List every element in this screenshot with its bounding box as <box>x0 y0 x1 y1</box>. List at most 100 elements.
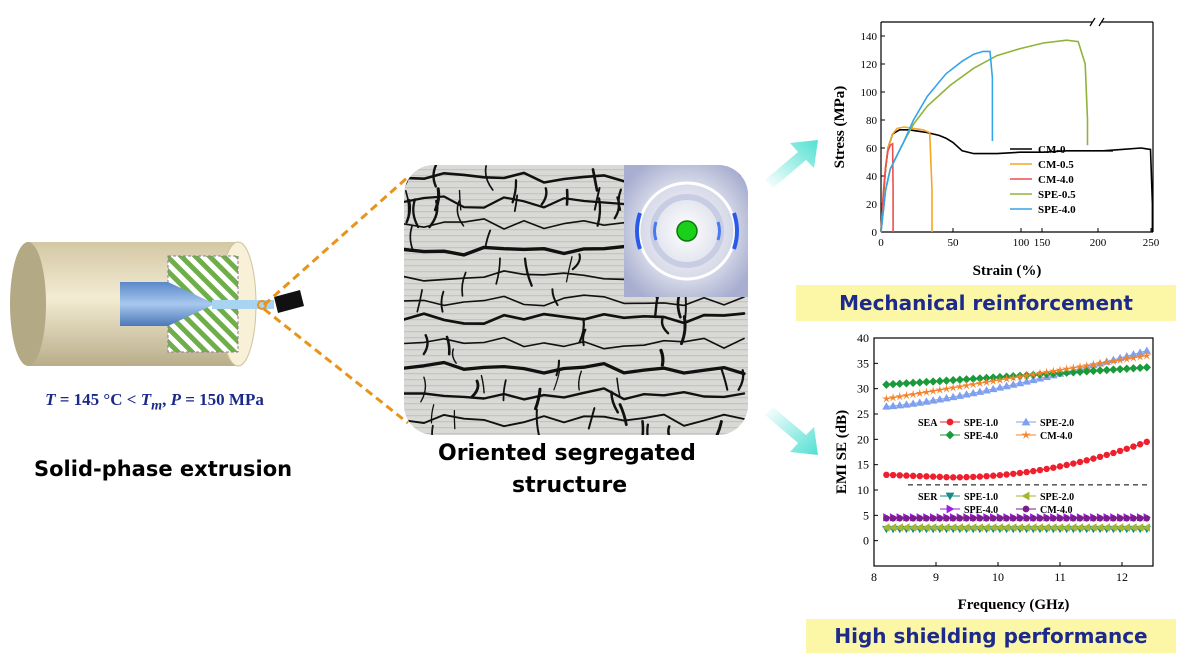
legend-label: CM-0.5 <box>1038 159 1074 171</box>
data-point-circle <box>1143 515 1150 522</box>
y-tick-label: 20 <box>857 432 869 446</box>
x-tick-label: 250 <box>1143 237 1160 249</box>
y-tick-label: 60 <box>866 143 878 155</box>
y-tick-label: 20 <box>866 199 878 211</box>
series-line <box>886 366 1147 386</box>
data-point-triangle-up <box>975 387 985 395</box>
x-tick-label: 50 <box>948 237 960 249</box>
data-point-triangle-up <box>1022 377 1031 385</box>
y-tick-label: 25 <box>857 407 869 421</box>
series-line-spe-4-0 <box>880 50 994 233</box>
data-point-triangle-down <box>945 492 955 501</box>
legend-label: SPE-2.0 <box>1040 492 1074 503</box>
y-tick-label: 40 <box>857 331 869 345</box>
legend-label: SPE-1.0 <box>964 418 998 429</box>
x-axis-title: Strain (%) <box>973 263 1042 279</box>
x-tick-label: 11 <box>1054 570 1066 584</box>
extrusion-caption: Solid-phase extrusion <box>34 457 293 481</box>
process-conditions: T = 145 °C < Tm, P = 150 MPa <box>12 390 297 414</box>
series-line-cm-4-0 <box>880 142 894 233</box>
x-tick-label: 200 <box>1090 237 1107 249</box>
series-line <box>886 441 1147 478</box>
micrograph-image <box>404 165 748 435</box>
x-axis-title: Frequency (GHz) <box>958 597 1070 613</box>
legend-group-label: SER <box>918 492 938 503</box>
pressure-value: = 150 MPa <box>181 390 264 409</box>
legend-label: SPE-4.0 <box>964 431 998 442</box>
series-line-cm-0 <box>880 129 1154 233</box>
legend-label: SPE-0.5 <box>1038 189 1076 201</box>
data-point-circle <box>883 515 890 522</box>
legend-label: CM-4.0 <box>1040 505 1073 516</box>
series-sea-spe-2-0 <box>882 346 1151 410</box>
legend-group-label: SEA <box>918 418 938 429</box>
y-tick-label: 0 <box>863 534 869 548</box>
legend-label: CM-4.0 <box>1038 174 1074 186</box>
y-tick-label: 0 <box>872 227 878 239</box>
y-tick-label: 120 <box>861 59 878 71</box>
temperature-value: = 145 °C < <box>55 390 141 409</box>
series-line <box>886 350 1147 407</box>
extrusion-die-illustration <box>10 241 304 367</box>
axis-break-mark <box>1089 17 1105 27</box>
data-point-triangle-up <box>995 383 1005 391</box>
legend-label: SPE-4.0 <box>964 505 998 516</box>
emi-se-chart: 0 5 10 15 20 25 30 35 40 8 9 10 11 12 Frequency (GHz) E… <box>834 331 1154 613</box>
series-ser-cm-4-0 <box>883 515 1150 522</box>
data-point-triangle-right <box>946 504 955 514</box>
legend-label: CM-4.0 <box>1040 431 1073 442</box>
y-axis-title: Stress (MPa) <box>832 86 848 169</box>
legend-label: CM-0 <box>1038 144 1066 156</box>
data-point-circle <box>883 471 890 478</box>
pressure-symbol: P <box>170 390 181 409</box>
series-line <box>886 355 1147 400</box>
data-point-triangle-up <box>1142 346 1151 354</box>
plot-frame <box>873 337 1154 567</box>
y-tick-label: 35 <box>857 356 869 370</box>
x-tick-label: 12 <box>1116 570 1128 584</box>
y-tick-label: 5 <box>863 508 869 522</box>
x-tick-label: 9 <box>933 570 939 584</box>
data-point-diamond <box>882 380 891 389</box>
data-point-triangle-up <box>1021 417 1031 426</box>
legend-label: SPE-2.0 <box>1040 418 1074 429</box>
y-tick-label: 10 <box>857 483 869 497</box>
series-sea-spe-1-0 <box>883 438 1150 481</box>
melting-temp-subscript: m <box>151 397 163 414</box>
data-point-circle <box>1022 505 1030 513</box>
separator: , <box>162 390 171 409</box>
data-point-star <box>1021 430 1031 439</box>
y-tick-label: 15 <box>857 458 869 472</box>
y-axis-title: EMI SE (dB) <box>834 410 850 494</box>
data-point-triangle-left <box>1021 491 1030 501</box>
stress-strain-chart: 0 20 40 60 80 100 120 140 0 50 100 150 200 250 Strain … <box>832 17 1160 279</box>
data-point-star <box>1142 351 1152 360</box>
dashed-connector-bottom <box>263 307 409 425</box>
saxs-pattern-inset <box>624 165 748 297</box>
y-tick-label: 80 <box>866 115 878 127</box>
y-tick-label: 30 <box>857 382 869 396</box>
data-point-circle <box>946 418 954 426</box>
x-tick-label: 0 <box>878 237 884 249</box>
y-tick-label: 100 <box>861 87 878 99</box>
data-point-circle <box>1143 438 1150 446</box>
y-tick-label: 40 <box>866 171 878 183</box>
x-tick-label: 8 <box>871 570 877 584</box>
legend-label: SPE-4.0 <box>1038 204 1076 216</box>
series-ser-spe-2-0 <box>882 523 1150 532</box>
x-tick-label: 150 <box>1034 237 1051 249</box>
segregated-network-image <box>404 165 748 435</box>
x-tick-label: 10 <box>992 570 1004 584</box>
legend-label: SPE-1.0 <box>964 492 998 503</box>
structure-caption-line1: Oriented segregated <box>438 441 696 466</box>
y-tick-label: 140 <box>861 31 878 43</box>
shielding-banner: High shielding performance <box>806 619 1176 653</box>
structure-caption-line2: structure <box>512 473 628 498</box>
arrow-down-right-icon <box>765 407 818 455</box>
series-sea-cm-4-0 <box>881 351 1152 403</box>
x-tick-label: 100 <box>1013 237 1030 249</box>
mechanical-banner: Mechanical reinforcement <box>796 285 1176 321</box>
data-point-triangle-up <box>962 390 971 398</box>
dashed-connector-top <box>263 175 409 307</box>
